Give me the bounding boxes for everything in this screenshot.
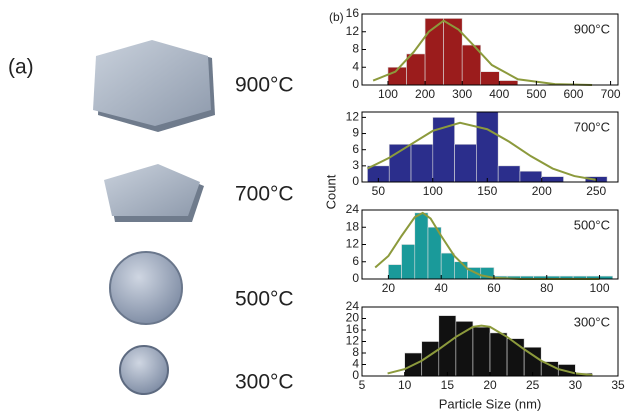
pentagon-crystal-top bbox=[104, 164, 200, 216]
x-tick-label: 10 bbox=[398, 378, 412, 392]
y-tick-label: 18 bbox=[346, 219, 360, 233]
x-tick-label: 200 bbox=[415, 87, 435, 101]
chart-title: 700°C bbox=[574, 119, 610, 134]
y-axis-label: Count bbox=[323, 174, 338, 209]
fit-curve bbox=[372, 19, 593, 86]
x-tick-label: 300 bbox=[452, 87, 472, 101]
bar bbox=[406, 53, 426, 86]
y-tick-label: 12 bbox=[346, 237, 360, 251]
y-tick-label: 16 bbox=[346, 6, 360, 20]
bar bbox=[440, 252, 455, 280]
y-tick-label: 3 bbox=[352, 158, 359, 172]
sphere-crystal bbox=[119, 345, 169, 395]
x-tick-label: 500 bbox=[526, 87, 546, 101]
bar bbox=[454, 144, 477, 183]
bar bbox=[414, 212, 429, 280]
bar bbox=[443, 18, 463, 86]
chart-title: 500°C bbox=[574, 217, 610, 232]
temperature-label: 700°C bbox=[235, 183, 294, 206]
x-tick-label: 600 bbox=[563, 87, 583, 101]
bar bbox=[541, 176, 564, 183]
bar bbox=[401, 244, 416, 280]
x-tick-label: 50 bbox=[372, 184, 386, 198]
x-tick-label: 80 bbox=[540, 281, 554, 295]
y-tick-label: 12 bbox=[346, 24, 360, 38]
y-tick-label: 4 bbox=[352, 59, 359, 73]
x-axis-label: Particle Size (nm) bbox=[439, 396, 542, 411]
fit-curve bbox=[367, 121, 597, 181]
y-tick-label: 16 bbox=[346, 322, 360, 336]
x-tick-label: 30 bbox=[569, 378, 583, 392]
y-tick-label: 12 bbox=[346, 334, 360, 348]
chart-title: 900°C bbox=[574, 21, 610, 36]
x-tick-label: 100 bbox=[423, 184, 443, 198]
bar bbox=[455, 321, 474, 377]
x-tick-label: 20 bbox=[483, 378, 497, 392]
y-tick-label: 20 bbox=[346, 311, 360, 325]
bar bbox=[498, 80, 519, 86]
x-tick-label: 100 bbox=[590, 281, 610, 295]
x-tick-label: 200 bbox=[532, 184, 552, 198]
temperature-label: 500°C bbox=[235, 288, 294, 311]
y-tick-label: 6 bbox=[352, 142, 359, 156]
y-tick-label: 0 bbox=[352, 368, 359, 382]
panel-label: (b) bbox=[329, 10, 344, 24]
y-tick-label: 0 bbox=[352, 77, 359, 91]
bar bbox=[427, 226, 442, 280]
y-tick-label: 6 bbox=[352, 254, 359, 268]
y-tick-label: 12 bbox=[346, 110, 360, 124]
temperature-label: 900°C bbox=[235, 74, 294, 97]
plot-frame bbox=[361, 111, 619, 183]
sphere-crystal bbox=[109, 251, 183, 325]
y-tick-label: 0 bbox=[352, 271, 359, 285]
x-tick-label: 700 bbox=[601, 87, 621, 101]
bar bbox=[388, 264, 402, 280]
x-tick-label: 20 bbox=[382, 281, 396, 295]
bar bbox=[489, 332, 508, 377]
panel-label: (a) bbox=[8, 56, 34, 79]
y-tick-label: 8 bbox=[352, 345, 359, 359]
chart-title: 300°C bbox=[574, 314, 610, 329]
bar bbox=[410, 144, 434, 183]
y-tick-label: 0 bbox=[352, 174, 359, 188]
x-tick-label: 150 bbox=[477, 184, 497, 198]
bar bbox=[438, 315, 457, 377]
y-tick-label: 8 bbox=[352, 42, 359, 56]
bar bbox=[497, 165, 521, 183]
y-tick-label: 4 bbox=[352, 357, 359, 371]
x-tick-label: 35 bbox=[611, 378, 625, 392]
bar bbox=[472, 326, 491, 377]
x-tick-label: 60 bbox=[487, 281, 501, 295]
x-tick-label: 25 bbox=[526, 378, 540, 392]
y-tick-label: 24 bbox=[346, 299, 360, 313]
x-tick-label: 250 bbox=[586, 184, 606, 198]
bar bbox=[476, 111, 499, 183]
x-tick-label: 100 bbox=[378, 87, 398, 101]
fit-curve bbox=[387, 324, 593, 377]
x-tick-label: 15 bbox=[441, 378, 455, 392]
y-tick-label: 9 bbox=[352, 126, 359, 140]
bar bbox=[480, 71, 500, 86]
x-tick-label: 5 bbox=[359, 378, 366, 392]
bar bbox=[454, 261, 468, 280]
hexagon-crystal-top bbox=[93, 40, 211, 126]
x-tick-label: 400 bbox=[489, 87, 509, 101]
x-tick-label: 40 bbox=[434, 281, 448, 295]
temperature-label: 300°C bbox=[235, 371, 294, 394]
y-tick-label: 24 bbox=[346, 202, 360, 216]
bar bbox=[519, 170, 543, 183]
